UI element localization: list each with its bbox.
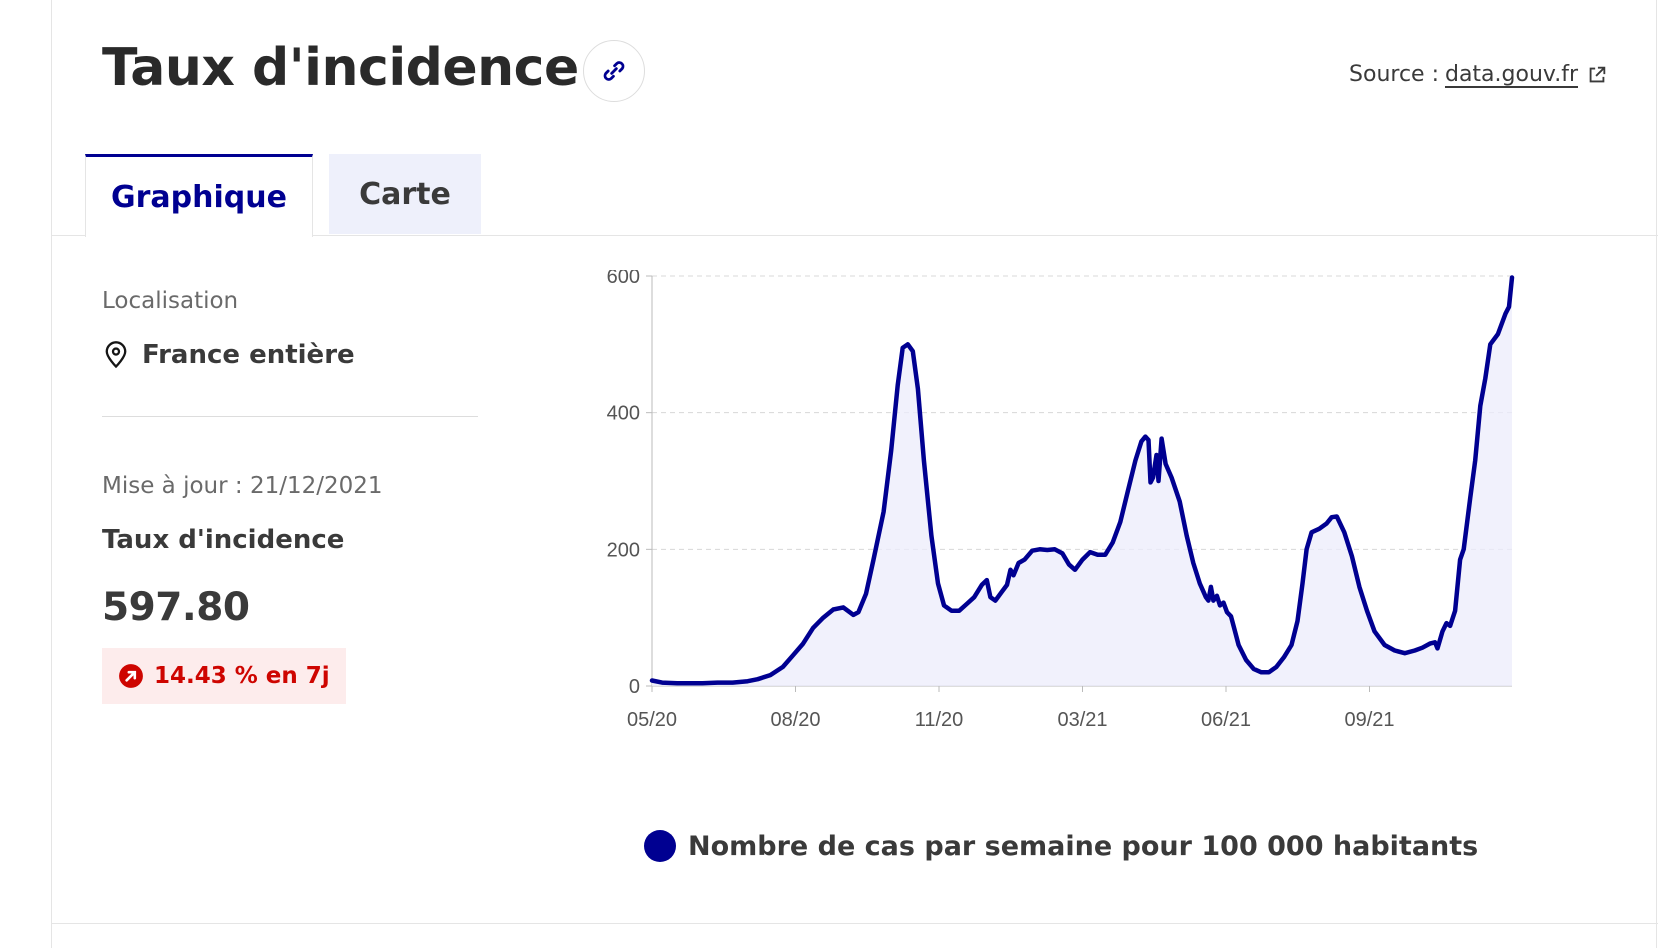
tab-graphique[interactable]: Graphique <box>85 154 313 237</box>
location-label: Localisation <box>102 288 239 314</box>
x-tick-label: 03/21 <box>1057 709 1107 731</box>
summary-panel: Localisation France entière Mise à jour … <box>102 288 478 704</box>
link-icon <box>603 61 625 81</box>
change-badge: 14.43 % en 7j <box>102 648 346 704</box>
y-tick-label: 0 <box>629 676 640 698</box>
source-link-label: data.gouv.fr <box>1444 62 1578 87</box>
change-text: 14.43 % en 7j <box>154 663 330 689</box>
legend-swatch <box>644 830 676 862</box>
location-value: France entière <box>142 340 355 370</box>
incidence-chart: 0 200 400 600 05/20 08/20 11/20 03/21 06/21 09/21 <box>607 270 1515 731</box>
x-tick-label: 05/20 <box>627 709 677 731</box>
map-pin-icon <box>105 341 127 369</box>
series-line <box>649 275 1515 686</box>
metric-value: 597.80 <box>102 585 250 630</box>
legend-label: Nombre de cas par semaine pour 100 000 h… <box>688 830 1479 862</box>
source-link[interactable]: data.gouv.fr <box>1445 62 1608 87</box>
view-tabs: Graphique Carte <box>85 154 481 237</box>
page-title: Taux d'incidence <box>102 38 579 98</box>
source-prefix: Source : <box>1349 62 1439 87</box>
source-line: Source : data.gouv.fr <box>1349 62 1608 87</box>
external-link-icon <box>1589 66 1606 82</box>
arrow-up-right-circle-icon <box>119 664 143 688</box>
series-area <box>652 277 1512 686</box>
sidebar-divider <box>102 416 478 417</box>
copy-link-button[interactable] <box>583 40 645 102</box>
card-bottom-border <box>52 923 1658 924</box>
chart-legend: Nombre de cas par semaine pour 100 000 h… <box>644 830 1478 862</box>
tab-divider <box>52 235 1658 236</box>
tab-carte[interactable]: Carte <box>329 154 481 234</box>
x-tick-label: 06/21 <box>1201 709 1251 731</box>
y-tick-label: 200 <box>607 539 640 561</box>
incidence-card: Taux d'incidence Source : data.gouv.fr G… <box>51 0 1658 948</box>
x-tick-label: 11/20 <box>915 709 964 731</box>
x-tick-label: 08/20 <box>770 709 820 731</box>
y-tick-label: 400 <box>607 403 640 425</box>
location-row: France entière <box>102 340 478 370</box>
metric-label: Taux d'incidence <box>102 525 345 555</box>
update-date: Mise à jour : 21/12/2021 <box>102 473 383 499</box>
y-tick-label: 600 <box>607 270 640 288</box>
x-tick-label: 09/21 <box>1344 709 1394 731</box>
